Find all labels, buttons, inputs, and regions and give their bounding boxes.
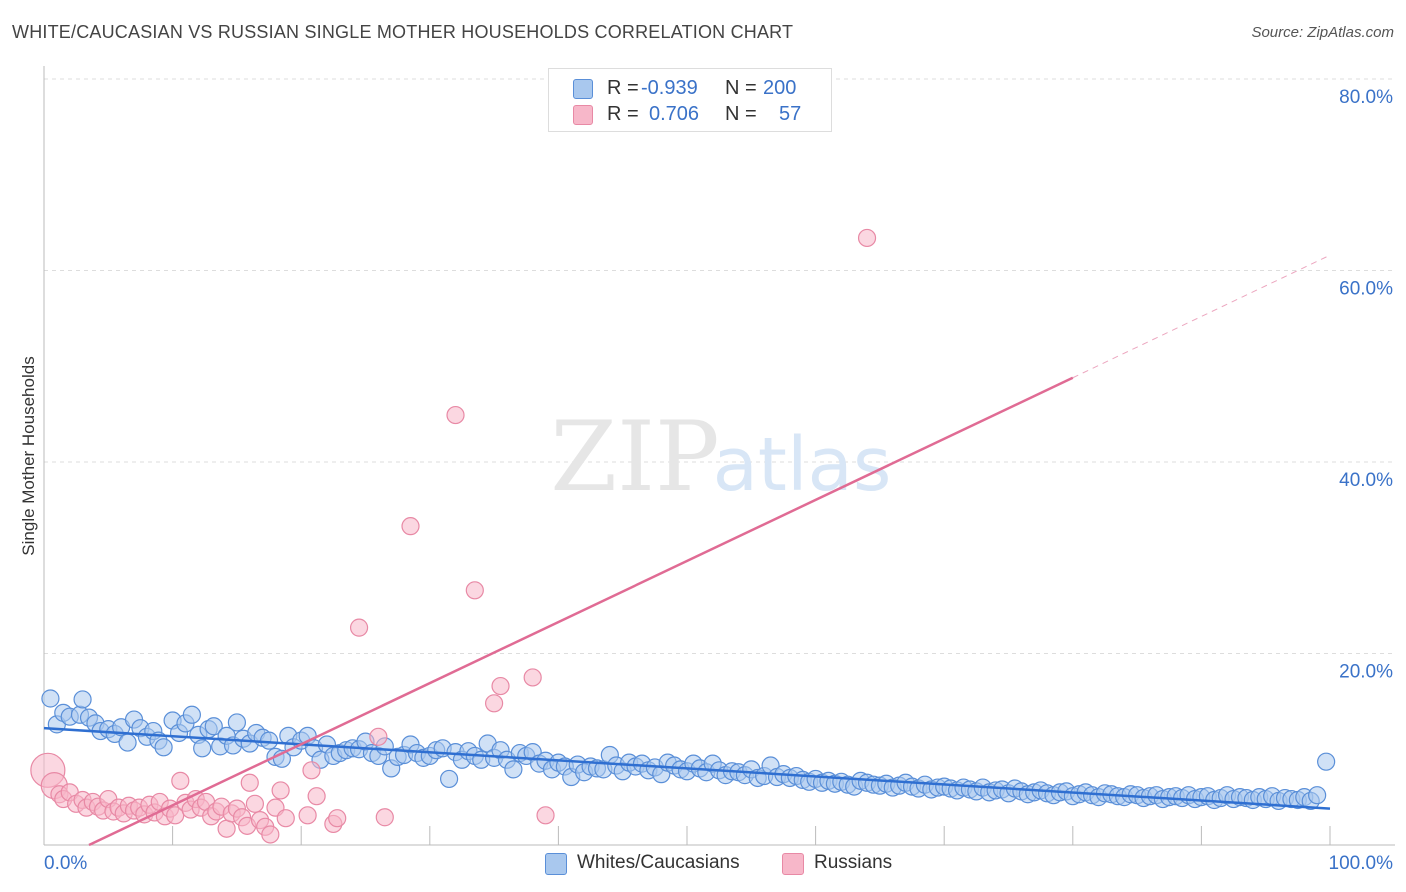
y-tick-label: 20.0% [1339, 662, 1393, 683]
scatter-point-whites [73, 690, 92, 709]
trend-line-russians [88, 376, 1074, 847]
scatter-point-whites [1308, 786, 1327, 805]
scatter-point-whites [182, 705, 201, 724]
series-whites-points [41, 689, 1336, 811]
scatter-point-russians [375, 808, 394, 827]
legend-n-label: N = [725, 103, 757, 125]
y-axis-title: Single Mother Households [19, 356, 38, 555]
scatter-point-russians [302, 761, 321, 780]
legend-n-value: 57 [779, 103, 802, 125]
scatter-point-russians [536, 806, 555, 825]
scatter-point-whites [439, 769, 459, 789]
scatter-point-russians [271, 781, 290, 800]
axis-labels: 20.0% 40.0% 60.0% 80.0% 0.0% 100.0% [44, 87, 1393, 874]
correlation-legend: R = -0.939 N = 200 R = 0.706 N = 57 [548, 68, 832, 132]
scatter-point-russians [491, 676, 510, 696]
y-tick-label: 40.0% [1339, 470, 1393, 491]
scatter-point-russians [349, 618, 369, 637]
scatter-point-russians [245, 794, 265, 813]
scatter-point-russians [261, 825, 280, 844]
scatter-point-whites [259, 731, 279, 750]
legend-r-label: R = [607, 103, 639, 125]
scatter-point-russians [328, 809, 347, 828]
scatter-point-russians [298, 806, 317, 825]
scatter-point-russians [401, 517, 420, 536]
bottom-legend-label: Whites/Caucasians [577, 852, 740, 873]
watermark-atlas: atlas [713, 422, 892, 508]
scatter-point-russians [307, 787, 326, 806]
legend-r-value: 0.706 [649, 103, 700, 125]
bottom-legend-swatch-pink [782, 853, 804, 875]
axes [43, 66, 1395, 846]
series-russians-points [30, 228, 877, 844]
legend-swatch-pink [573, 105, 593, 125]
scatter-point-russians [369, 727, 388, 746]
scatter-point-russians [465, 581, 484, 600]
scatter-point-russians [217, 819, 236, 838]
scatter-point-whites [504, 760, 523, 779]
legend-n-value: 200 [763, 77, 797, 99]
scatter-point-whites [154, 738, 173, 757]
trend-lines [43, 254, 1331, 847]
bottom-legend-swatch-blue [545, 853, 567, 875]
trend-line-whites [43, 726, 1331, 810]
scatter-point-whites [193, 739, 212, 758]
y-tick-label: 60.0% [1339, 279, 1393, 300]
trend-line-russians-extension [1072, 254, 1331, 379]
x-tick-label: 0.0% [44, 853, 87, 874]
legend-r-value: -0.939 [641, 77, 698, 99]
legend-n-label: N = [725, 77, 757, 99]
scatter-point-whites [1317, 752, 1336, 771]
x-tick-label: 100.0% [1329, 853, 1394, 874]
grid-lines [44, 78, 1395, 654]
chart-title: WHITE/CAUCASIAN VS RUSSIAN SINGLE MOTHER… [12, 22, 794, 42]
scatter-point-russians [485, 694, 504, 713]
scatter-point-russians [523, 668, 542, 687]
scatter-point-whites [118, 733, 137, 752]
scatter-point-russians [240, 773, 259, 792]
scatter-point-russians [446, 405, 465, 425]
legend-swatch-blue [573, 79, 593, 99]
scatter-point-whites [204, 717, 223, 736]
scatter-point-russians [276, 809, 295, 828]
scatter-point-whites [227, 713, 246, 732]
scatter-point-russians [171, 771, 190, 790]
scatter-point-russians [857, 228, 877, 248]
scatter-point-whites [41, 689, 60, 708]
legend-r-label: R = [607, 77, 639, 99]
watermark-zip: ZIP [550, 401, 719, 513]
bottom-legend-label: Russians [814, 852, 893, 873]
y-tick-label: 80.0% [1339, 87, 1393, 108]
source-credit: Source: ZipAtlas.com [1251, 24, 1394, 41]
